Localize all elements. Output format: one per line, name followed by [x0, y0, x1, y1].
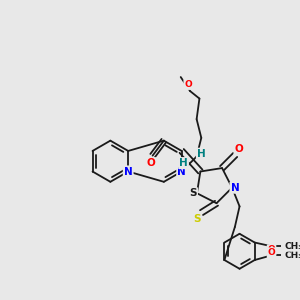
Text: N: N — [230, 183, 239, 193]
Text: CH₃: CH₃ — [285, 251, 300, 260]
Text: S: S — [193, 214, 201, 224]
Text: O: O — [235, 144, 243, 154]
Text: S: S — [189, 188, 197, 198]
Text: N: N — [124, 167, 133, 176]
Text: CH₃: CH₃ — [285, 242, 300, 251]
Text: H: H — [197, 149, 206, 159]
Text: O: O — [146, 158, 155, 168]
Text: O: O — [268, 248, 275, 257]
Text: N: N — [177, 167, 186, 176]
Text: O: O — [268, 245, 275, 254]
Text: O: O — [184, 80, 192, 89]
Text: H: H — [179, 158, 188, 168]
